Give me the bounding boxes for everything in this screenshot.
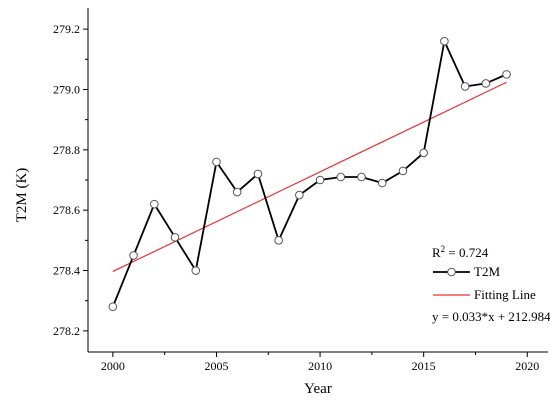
t2m-data-point — [440, 36, 449, 46]
t2m-data-point — [232, 187, 242, 197]
t2m-data-point — [481, 79, 491, 88]
x-tick-label: 2000 — [101, 359, 125, 373]
y-tick-label: 279.2 — [53, 22, 80, 36]
t2m-data-point — [419, 148, 428, 158]
x-tick-label: 2010 — [308, 359, 332, 373]
t2m-data-point — [212, 157, 221, 167]
t2m-data-point — [274, 236, 283, 245]
x-tick-label: 2005 — [204, 359, 228, 373]
x-axis-title: Year — [304, 381, 332, 397]
y-tick-label: 278.8 — [53, 143, 80, 157]
regression-equation: y = 0.033*x + 212.984 — [432, 309, 550, 324]
fitting-line — [112, 81, 507, 272]
r-squared-label: R2 = 0.724 — [432, 244, 489, 260]
t2m-data-point — [377, 178, 387, 188]
t2m-data-point — [357, 172, 366, 182]
series — [108, 36, 511, 312]
ticks: 2000 2005 2010 2015 2020 278.2 278.4 278.6 278.8… — [53, 22, 539, 373]
t2m-line — [112, 38, 507, 308]
t2m-data-point — [398, 166, 408, 176]
y-tick-label: 278.2 — [53, 324, 80, 338]
y-axis-title: T2M (K) — [14, 168, 30, 223]
legend-t2m-label: T2M — [474, 264, 500, 279]
y-tick-label: 279.0 — [53, 82, 80, 96]
y-tick-label: 278.6 — [53, 203, 80, 217]
legend-t2m-swatch-marker — [447, 267, 456, 277]
t2m-data-point — [502, 70, 511, 79]
t2m-data-point — [315, 175, 325, 185]
t2m-data-point — [460, 82, 470, 91]
y-tick-label: 278.4 — [53, 264, 80, 278]
x-tick-label: 2015 — [412, 359, 436, 373]
t2m-data-point — [150, 199, 159, 209]
legend-fit-label: Fitting Line — [474, 287, 536, 302]
t2m-data-point — [295, 190, 304, 200]
t2m-data-point — [129, 251, 138, 260]
t2m-data-point — [170, 233, 180, 242]
t2m-data-point — [191, 266, 201, 275]
t2m-data-point — [108, 302, 118, 312]
t2m-data-point — [336, 172, 346, 182]
legend: R2 = 0.724 T2M Fitting Line y = 0.033*x + 2… — [432, 244, 550, 324]
x-tick-label: 2020 — [515, 359, 539, 373]
t2m-data-point — [253, 169, 263, 179]
